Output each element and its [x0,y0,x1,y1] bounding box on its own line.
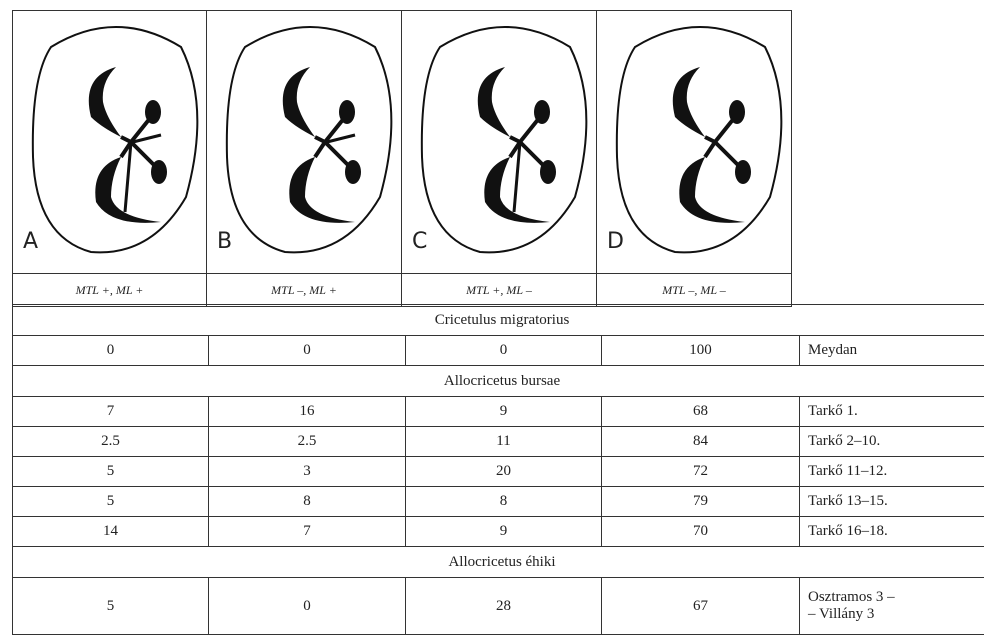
value-cell: 0 [405,335,602,366]
value-cell: 5 [12,577,209,635]
data-row: 5 0 28 67 Osztramos 3 – – Villány 3 [12,577,984,635]
diagram-letter: D [607,229,624,254]
group-name: Allocricetus bursae [12,365,984,397]
diagram-cell: D MTL –, ML – [597,10,792,307]
value-cell: 16 [208,396,406,427]
value-cell: 5 [12,486,209,517]
diagram-row: A MTL +, ML + B MTL –, ML + C MTL +, ML – D MTL… [12,10,792,307]
value-cell: 8 [208,486,406,517]
tooth-diagram: A [13,11,206,274]
value-cell: 11 [405,426,602,457]
group-row: Allocricetus éhiki [12,546,984,578]
diagram-letter: B [217,229,233,254]
diagram-label: MTL +, ML + [75,283,144,297]
value-cell: 72 [601,456,800,487]
diagram-label: MTL +, ML – [466,283,532,297]
group-row: Allocricetus bursae [12,365,984,397]
value-cell: 8 [405,486,602,517]
diagram-label: MTL –, ML + [271,283,337,297]
locality-cell: Tarkő 13–15. [799,486,984,517]
value-cell: 28 [405,577,602,635]
value-cell: 0 [12,335,209,366]
value-cell: 9 [405,516,602,547]
tooth-diagram: D [597,11,791,274]
data-row: 2.5 2.5 11 84 Tarkő 2–10. [12,426,984,457]
value-cell: 100 [601,335,800,366]
locality-cell: Meydan [799,335,984,366]
tooth-drawing [30,25,200,255]
tooth-drawing [419,25,589,255]
value-cell: 67 [601,577,800,635]
diagram-letter: C [412,229,428,254]
value-cell: 2.5 [12,426,209,457]
group-name: Cricetulus migratorius [12,304,984,336]
value-cell: 2.5 [208,426,406,457]
locality-cell: Tarkő 2–10. [799,426,984,457]
locality-cell: Tarkő 1. [799,396,984,427]
locality-cell: Osztramos 3 – – Villány 3 [799,577,984,635]
group-name: Allocricetus éhiki [12,546,984,578]
diagram-cell: C MTL +, ML – [402,10,597,307]
value-cell: 20 [405,456,602,487]
data-row: 7 16 9 68 Tarkő 1. [12,396,984,427]
diagram-cell: B MTL –, ML + [207,10,402,307]
value-cell: 70 [601,516,800,547]
tooth-diagram: C [402,11,596,274]
value-cell: 79 [601,486,800,517]
diagram-cell: A MTL +, ML + [12,10,207,307]
tooth-diagram: B [207,11,401,274]
locality-cell: Tarkő 16–18. [799,516,984,547]
tooth-drawing [614,25,784,255]
value-cell: 7 [208,516,406,547]
value-cell: 84 [601,426,800,457]
data-row: 14 7 9 70 Tarkő 16–18. [12,516,984,547]
data-row: 5 8 8 79 Tarkő 13–15. [12,486,984,517]
value-cell: 14 [12,516,209,547]
value-cell: 0 [208,335,406,366]
data-row: 5 3 20 72 Tarkő 11–12. [12,456,984,487]
locality-cell: Tarkő 11–12. [799,456,984,487]
value-cell: 9 [405,396,602,427]
value-cell: 7 [12,396,209,427]
data-table: Cricetulus migratorius 0 0 0 100 Meydan Allocr… [12,304,984,635]
diagram-letter: A [23,229,39,254]
value-cell: 68 [601,396,800,427]
diagram-label: MTL –, ML – [662,283,726,297]
data-row: 0 0 0 100 Meydan [12,335,984,366]
tooth-drawing [224,25,394,255]
group-row: Cricetulus migratorius [12,304,984,336]
value-cell: 3 [208,456,406,487]
value-cell: 5 [12,456,209,487]
value-cell: 0 [208,577,406,635]
